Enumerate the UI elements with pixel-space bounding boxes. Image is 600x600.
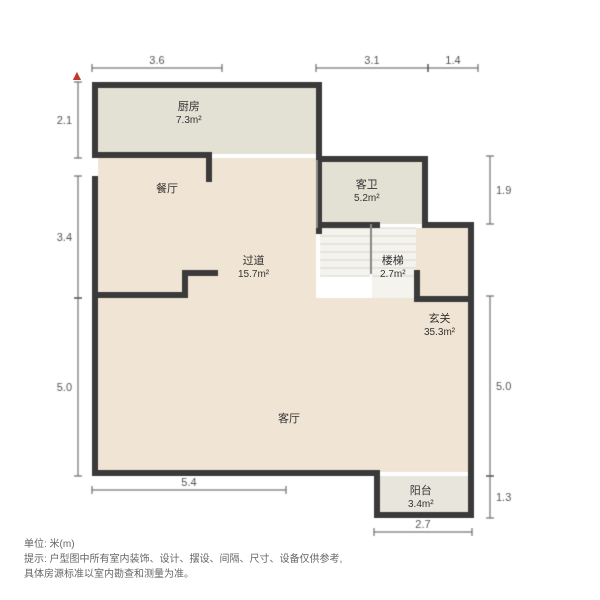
room-label: 阳台3.4m²	[408, 484, 434, 511]
room-label: 玄关35.3m²	[424, 312, 455, 339]
floorplan-canvas	[0, 0, 600, 600]
disclaimer-2: 具体房源标准以室内勘查和测量为准。	[24, 567, 342, 582]
disclaimer-1: 提示: 户型图中所有室内装饰、设计、摆设、间隔、尺寸、设备仅供参考,	[24, 552, 342, 567]
room-label: 过道15.7m²	[238, 254, 269, 281]
room-label: 餐厅	[156, 182, 178, 196]
north-indicator: ▲	[70, 67, 84, 83]
unit-label: 单位: 米(m)	[24, 537, 342, 552]
footer-text: 单位: 米(m) 提示: 户型图中所有室内装饰、设计、摆设、间隔、尺寸、设备仅供…	[24, 537, 342, 582]
room-label: 厨房7.3m²	[176, 100, 202, 127]
room-label: 客厅	[278, 412, 300, 426]
room-label: 客卫5.2m²	[354, 178, 380, 205]
room-label: 楼梯2.7m²	[380, 254, 406, 281]
